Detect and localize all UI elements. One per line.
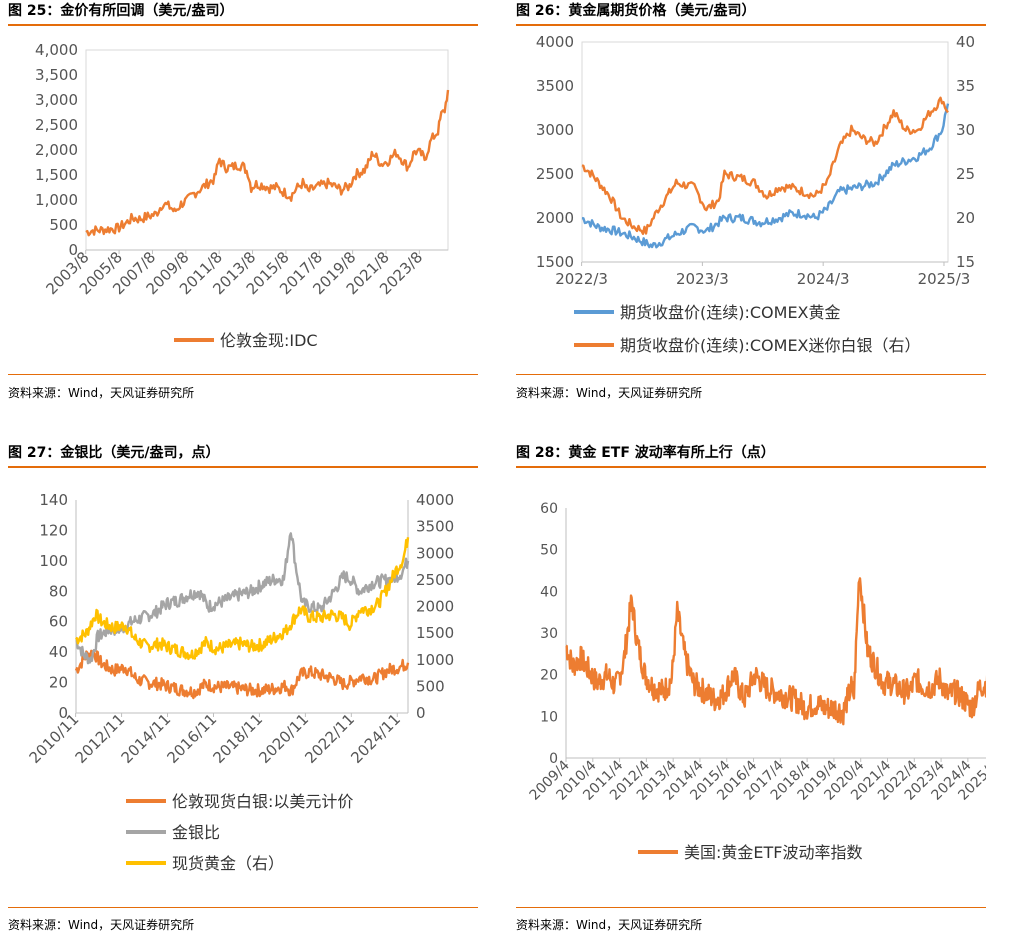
chart-gold-etf-volatility: 01020304050602009/42010/42011/42012/4201… xyxy=(527,501,986,862)
y-tick-label: 2500 xyxy=(536,165,574,183)
x-tick-label: 2014/11 xyxy=(118,710,175,767)
panel-gold-etf-volatility: 图 28：黄金 ETF 波动率有所上行（点） 0 10 20 30 40 50 60 2009… xyxy=(516,442,986,935)
legend-label: 伦敦金现:IDC xyxy=(220,331,318,350)
source-divider xyxy=(8,374,478,375)
y-right-tick-label: 0 xyxy=(416,704,426,722)
y-tick-label: 2,000 xyxy=(35,141,78,159)
source-note: 资料来源：Wind，天风证券研究所 xyxy=(516,918,703,932)
source-divider xyxy=(8,907,478,908)
x-tick-label: 2024/3 xyxy=(797,270,850,288)
series-line xyxy=(581,96,949,235)
legend-label: 美国:黄金ETF波动率指数 xyxy=(684,843,862,862)
y-tick-label: 500 xyxy=(49,216,78,234)
chart-title: 图 26：黄金属期货价格（美元/盎司） xyxy=(516,3,756,19)
y-tick-label: 4,000 xyxy=(35,41,78,59)
y-tick-label: 40 xyxy=(49,643,68,661)
title-divider xyxy=(8,24,478,26)
x-tick-label: 2022/3 xyxy=(555,270,608,288)
y-tick-label: 1,500 xyxy=(35,166,78,184)
y-right-tick-label: 20 xyxy=(956,209,975,227)
y-right-tick-label: 3500 xyxy=(416,518,454,536)
y-tick-label: 0 xyxy=(58,704,68,722)
y-tick-label: 20 xyxy=(49,674,68,692)
title-divider xyxy=(516,466,986,468)
y-tick-label: 3,500 xyxy=(35,66,78,84)
chart-title: 图 28：黄金 ETF 波动率有所上行（点） xyxy=(516,445,775,461)
x-tick-label: 2010/11 xyxy=(26,710,83,767)
panel-gold-price: 图 25：金价有所回调（美元/盎司） 0 500 1,000 1,500 2,000 2,… xyxy=(8,0,478,400)
chart-metal-futures: 1500 2000 2500 3000 3500 4000 15 20 25 30 35 40 2022… xyxy=(536,33,975,355)
y-tick-label: 10 xyxy=(540,709,558,725)
chart-title: 图 27：金银比（美元/盎司，点） xyxy=(8,445,220,461)
y-tick-label: 2000 xyxy=(536,209,574,227)
x-tick-label: 2023/3 xyxy=(676,270,729,288)
x-tick-label: 2020/11 xyxy=(255,710,312,767)
title-divider xyxy=(8,466,478,468)
y-right-tick-label: 2500 xyxy=(416,571,454,589)
series-line xyxy=(74,537,410,661)
y-tick-label: 0 xyxy=(549,751,558,767)
legend-label: 金银比 xyxy=(172,823,220,842)
chart-gold-price: 05001,0001,5002,0002,5003,0003,5004,0002… xyxy=(35,41,450,350)
y-tick-label: 1500 xyxy=(536,253,574,271)
series-line xyxy=(74,649,410,700)
chart-title: 图 25：金价有所回调（美元/盎司） xyxy=(8,3,234,19)
y-right-tick-label: 1500 xyxy=(416,624,454,642)
panel-metal-futures: 图 26：黄金属期货价格（美元/盎司） 1500 2000 2500 3000 3500… xyxy=(516,0,986,400)
y-tick-label: 4000 xyxy=(536,33,574,51)
y-tick-label: 0 xyxy=(68,241,78,259)
x-tick-label: 2016/11 xyxy=(163,710,220,767)
source-divider xyxy=(516,374,986,375)
y-right-tick-label: 500 xyxy=(416,677,445,695)
series-line xyxy=(581,103,950,249)
y-right-tick-label: 25 xyxy=(956,165,975,183)
y-tick-label: 60 xyxy=(540,501,558,517)
y-right-tick-label: 15 xyxy=(956,253,975,271)
y-right-tick-label: 40 xyxy=(956,33,975,51)
y-tick-label: 3,000 xyxy=(35,91,78,109)
x-tick-label: 2025/3 xyxy=(918,270,971,288)
source-note: 资料来源：Wind，天风证券研究所 xyxy=(8,386,195,400)
y-tick-label: 80 xyxy=(49,582,68,600)
y-right-tick-label: 30 xyxy=(956,121,975,139)
x-tick-label: 2018/11 xyxy=(209,710,266,767)
y-tick-label: 20 xyxy=(540,668,558,684)
y-tick-label: 2,500 xyxy=(35,116,78,134)
y-tick-label: 50 xyxy=(540,543,558,559)
x-tick-label: 2024/11 xyxy=(347,710,404,767)
series-line xyxy=(75,532,410,665)
y-tick-label: 120 xyxy=(39,521,68,539)
y-right-tick-label: 3000 xyxy=(416,544,454,562)
y-tick-label: 100 xyxy=(39,552,68,570)
y-tick-label: 140 xyxy=(39,491,68,509)
source-note: 资料来源：Wind，天风证券研究所 xyxy=(8,918,195,932)
y-tick-label: 3000 xyxy=(536,121,574,139)
y-tick-label: 40 xyxy=(540,584,558,600)
legend-label: 期货收盘价(连续):COMEX迷你白银（右） xyxy=(620,336,921,355)
x-tick-label: 2012/11 xyxy=(72,710,129,767)
y-tick-label: 60 xyxy=(49,613,68,631)
source-divider xyxy=(516,907,986,908)
x-tick-label: 2022/11 xyxy=(301,710,358,767)
y-tick-label: 3500 xyxy=(536,77,574,95)
title-divider xyxy=(516,24,986,26)
y-right-tick-label: 2000 xyxy=(416,598,454,616)
chart-gold-silver-ratio: 0 20 40 60 80 100 120 140 0 500 1000 1500 2000 2500 30… xyxy=(26,491,455,873)
y-right-tick-label: 4000 xyxy=(416,491,454,509)
y-right-tick-label: 35 xyxy=(956,77,975,95)
y-right-tick-label: 1000 xyxy=(416,651,454,669)
series-line xyxy=(85,89,450,237)
panel-gold-silver-ratio: 图 27：金银比（美元/盎司，点） 0 20 40 60 80 100 120 140 0 500… xyxy=(8,442,478,935)
legend-label: 伦敦现货白银:以美元计价 xyxy=(172,792,353,811)
y-tick-label: 30 xyxy=(540,626,558,642)
source-note: 资料来源：Wind，天风证券研究所 xyxy=(516,386,703,400)
y-tick-label: 1,000 xyxy=(35,191,78,209)
legend-label: 现货黄金（右） xyxy=(172,854,284,873)
series-line xyxy=(565,577,986,726)
legend-label: 期货收盘价(连续):COMEX黄金 xyxy=(620,303,841,322)
